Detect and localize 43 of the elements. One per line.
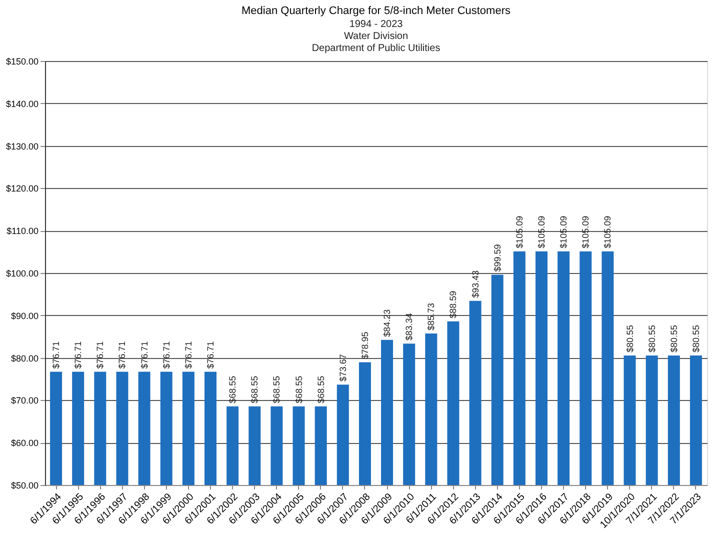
data-label: $105.09 xyxy=(558,216,569,248)
data-label: $76.71 xyxy=(183,341,194,369)
y-tick-label: $70.00 xyxy=(10,396,38,406)
data-label: $105.09 xyxy=(536,216,546,248)
data-label: $93.43 xyxy=(470,270,480,298)
data-label: $105.09 xyxy=(514,216,524,248)
data-label: $80.55 xyxy=(690,324,701,352)
data-label: $76.71 xyxy=(117,341,128,369)
data-label: $80.55 xyxy=(668,324,679,352)
data-label: $76.71 xyxy=(139,341,150,369)
data-label: $76.71 xyxy=(206,341,216,369)
y-tick-label: $120.00 xyxy=(6,184,38,194)
data-label: $68.55 xyxy=(316,376,326,404)
y-tick-label: $140.00 xyxy=(6,98,38,109)
data-label: $88.59 xyxy=(448,290,458,318)
data-label: $76.71 xyxy=(95,341,106,369)
data-label: $76.71 xyxy=(161,341,172,369)
data-label: $83.34 xyxy=(404,313,414,341)
data-label: $73.67 xyxy=(338,354,348,382)
data-label: $76.71 xyxy=(73,341,84,369)
data-label: $78.95 xyxy=(360,332,370,360)
data-label: $99.59 xyxy=(492,244,502,272)
y-tick-label: $80.00 xyxy=(10,353,38,364)
data-label: $85.73 xyxy=(426,302,436,331)
y-tick-label: $150.00 xyxy=(6,56,38,66)
y-tick-label: $60.00 xyxy=(10,438,38,448)
data-label: $68.55 xyxy=(294,376,304,404)
data-label: $105.09 xyxy=(580,216,591,248)
data-label: $68.55 xyxy=(250,376,260,404)
data-label: $76.71 xyxy=(51,341,62,369)
data-label: $80.55 xyxy=(646,324,657,352)
y-tick-label: $100.00 xyxy=(6,268,38,278)
data-label: $68.55 xyxy=(228,376,238,404)
chart-subtitle: 1994 - 2023 Water Division Department of Public Utilities xyxy=(312,19,440,54)
y-tick-label: $130.00 xyxy=(6,141,38,152)
y-tick-label: $110.00 xyxy=(6,226,38,236)
data-label: $68.55 xyxy=(272,376,282,404)
y-tick-label: $90.00 xyxy=(10,310,38,321)
data-label: $105.09 xyxy=(602,216,613,248)
data-label: $80.55 xyxy=(624,324,635,352)
data-label: $84.23 xyxy=(382,309,392,337)
chart-title: Median Quarterly Charge for 5/8-inch Meter Customers xyxy=(242,5,511,17)
y-tick-label: $50.00 xyxy=(10,480,38,490)
